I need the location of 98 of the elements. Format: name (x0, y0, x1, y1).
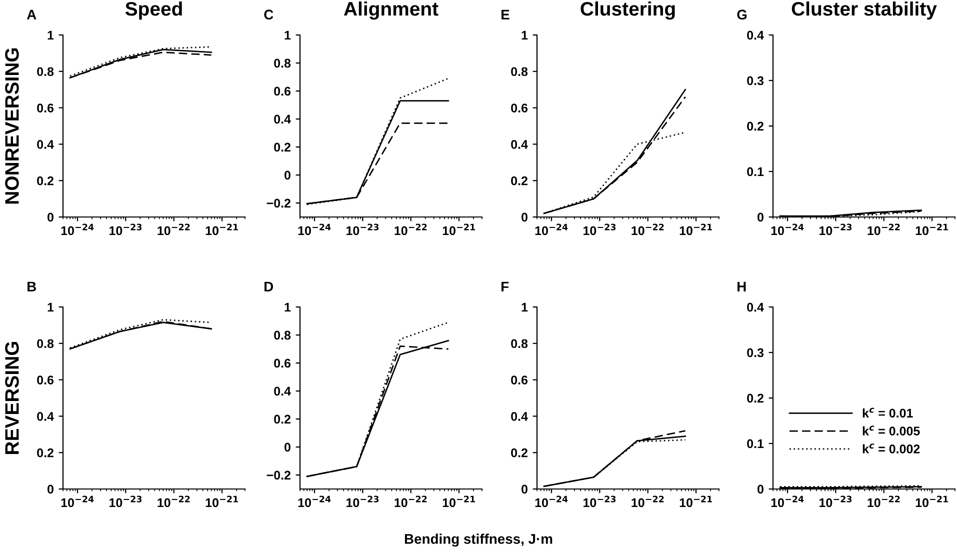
y-tick-label: 0.8 (37, 67, 54, 76)
x-tick-label: 10$^{−23}$ (110, 224, 142, 236)
y-tick-label: 0.2 (747, 122, 764, 131)
y-tick-label: 0.4 (511, 412, 528, 421)
y-tick-label: 0.4 (274, 386, 291, 396)
text: B (28, 282, 36, 292)
x-tick-label: 10$^{−24}$ (535, 224, 568, 236)
y-tick-label: 0.1 (747, 167, 764, 176)
y-tick-label: 1 (522, 30, 528, 40)
y-tick-label: 0.4 (747, 302, 764, 312)
x-tick-label: 10$^{−22}$ (632, 224, 664, 236)
text: A (26, 10, 36, 20)
y-tick-label: 0.8 (274, 58, 291, 68)
x-tick-label: 10$^{−21}$ (680, 496, 712, 508)
text: E (502, 10, 510, 20)
chart-title: Clustering (580, 1, 675, 20)
y-tick-label: 0.2 (274, 142, 290, 152)
chart-title: Speed (125, 1, 182, 20)
x-tick-label: 10$^{−23}$ (820, 224, 852, 236)
x-tick-label: 10$^{−22}$ (394, 224, 427, 236)
y-tick-label: 0.2 (511, 448, 528, 458)
x-tick-label: 10$^{−21}$ (680, 224, 712, 236)
x-tick-label: 10$^{−23}$ (346, 224, 379, 236)
y-tick-label: 0.6 (37, 104, 54, 112)
x-tick-label: 10$^{−22}$ (868, 224, 900, 236)
text: H (738, 282, 746, 292)
x-tick-label: 10$^{−24}$ (771, 224, 804, 236)
legend-label: k$^{c}$ = 0.01 (862, 408, 913, 418)
x-tick-label: 10$^{−24}$ (535, 496, 568, 508)
y-tick-label: 0.1 (747, 439, 764, 448)
y-tick-label: 0.6 (37, 376, 54, 384)
y-tick-label: 1 (284, 30, 291, 40)
x-tick-label: 10$^{−24}$ (771, 496, 804, 508)
x-axis-title: Bending stiffness, J·m (404, 534, 552, 547)
x-tick-label: 10$^{−21}$ (206, 224, 238, 236)
y-tick-label: 0.8 (511, 339, 528, 348)
x-tick-label: 10$^{−24}$ (298, 496, 331, 508)
y-tick-label: 0.4 (747, 30, 764, 40)
y-tick-label: 0.4 (274, 114, 291, 124)
x-tick-label: 10$^{−22}$ (158, 224, 190, 236)
x-tick-label: 10$^{−22}$ (632, 496, 664, 508)
y-tick-label: 0.6 (511, 376, 528, 384)
x-tick-label: 10$^{−24}$ (61, 496, 94, 508)
y-tick-label: 0.4 (37, 412, 54, 421)
y-tick-label: 0.2 (747, 394, 764, 403)
y-tick-label: 0.2 (511, 176, 528, 186)
x-tick-label: 10$^{−23}$ (110, 496, 142, 508)
x-tick-label: 10$^{−23}$ (346, 496, 379, 508)
x-tick-label: 10$^{−21}$ (442, 224, 476, 236)
text: G (737, 10, 747, 20)
y-tick-label: 0.4 (37, 140, 54, 149)
y-tick-label: 1 (522, 302, 528, 312)
x-tick-label: 10$^{−23}$ (584, 224, 616, 236)
x-tick-label: 10$^{−24}$ (61, 224, 94, 236)
y-tick-label: 0.6 (511, 104, 528, 112)
y-tick-label: 1 (48, 302, 54, 312)
y-tick-label: 0.6 (274, 86, 291, 96)
x-tick-label: 10$^{−22}$ (394, 496, 427, 508)
y-tick-label: −0.2 (266, 470, 290, 480)
y-axis-title: NONREVERSING (5, 48, 19, 204)
y-tick-label: 0 (284, 170, 290, 180)
x-tick-label: 10$^{−23}$ (584, 496, 616, 508)
y-tick-label: 0 (48, 212, 54, 222)
legend-label: k$^{c}$ = 0.005 (862, 426, 920, 436)
x-tick-label: 10$^{−23}$ (820, 496, 852, 508)
y-axis-title: REVERSING (5, 342, 19, 454)
y-tick-label: 0.8 (274, 330, 291, 340)
y-tick-label: 0.3 (747, 348, 764, 358)
y-tick-label: 0 (758, 484, 764, 494)
y-tick-label: 0.4 (511, 140, 528, 149)
x-tick-label: 10$^{−24}$ (298, 224, 331, 236)
y-tick-label: 0.8 (511, 67, 528, 76)
x-tick-label: 10$^{−22}$ (158, 496, 190, 508)
y-tick-label: −0.2 (266, 198, 290, 208)
text: D (264, 282, 274, 292)
y-tick-label: 0.3 (747, 76, 764, 86)
y-tick-label: 0 (522, 212, 528, 222)
text: F (502, 282, 509, 292)
y-tick-label: 0.8 (37, 339, 54, 348)
y-tick-label: 1 (48, 30, 54, 40)
y-tick-label: 0.2 (37, 176, 54, 186)
chart-title: Alignment (344, 1, 438, 20)
y-tick-label: 0 (284, 442, 290, 452)
chart-title: Cluster stability (792, 1, 937, 20)
x-tick-label: 10$^{−21}$ (442, 496, 476, 508)
x-tick-label: 10$^{−21}$ (916, 496, 948, 508)
y-tick-label: 1 (284, 302, 291, 312)
y-tick-label: 0 (522, 484, 528, 494)
text: C (264, 10, 274, 20)
y-tick-label: 0.2 (37, 448, 54, 458)
legend-label: k$^{c}$ = 0.002 (862, 444, 920, 454)
y-tick-label: 0.6 (274, 358, 291, 368)
x-tick-label: 10$^{−22}$ (868, 496, 900, 508)
y-tick-label: 0.2 (274, 414, 290, 424)
x-tick-label: 10$^{−21}$ (916, 224, 948, 236)
y-tick-label: 0 (48, 484, 54, 494)
y-tick-label: 0 (758, 212, 764, 222)
x-tick-label: 10$^{−21}$ (206, 496, 238, 508)
